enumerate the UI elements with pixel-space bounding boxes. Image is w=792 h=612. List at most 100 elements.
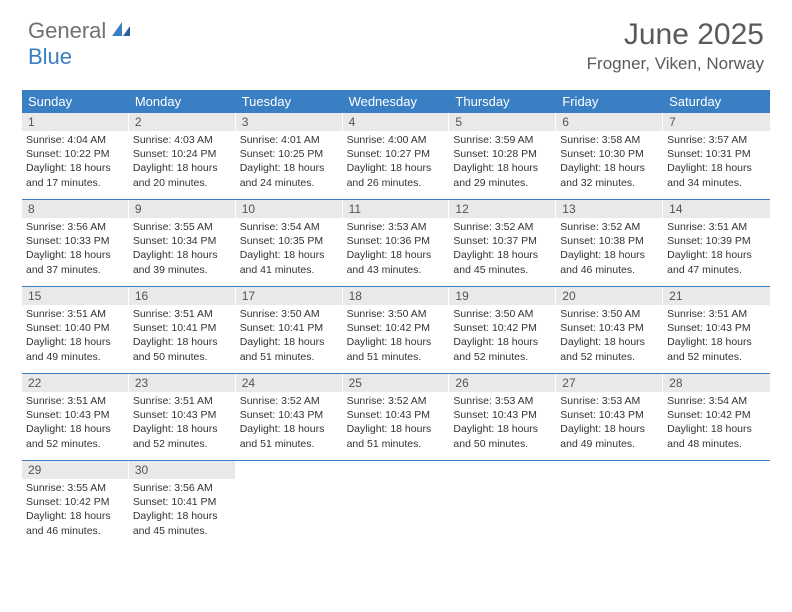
sunset-text: Sunset: 10:43 PM [560, 321, 659, 335]
empty-cell [449, 461, 556, 547]
day-number: 21 [663, 287, 770, 305]
day-body: Sunrise: 3:51 AMSunset: 10:39 PMDaylight… [663, 218, 770, 281]
daylight-text-2: and 29 minutes. [453, 176, 552, 190]
sunrise-text: Sunrise: 3:59 AM [453, 133, 552, 147]
day-number: 5 [449, 113, 556, 131]
calendar-weeks: 1Sunrise: 4:04 AMSunset: 10:22 PMDayligh… [22, 113, 770, 547]
daylight-text-1: Daylight: 18 hours [133, 161, 232, 175]
sunrise-text: Sunrise: 3:56 AM [26, 220, 125, 234]
sunrise-text: Sunrise: 3:58 AM [560, 133, 659, 147]
weekday-friday: Friday [556, 90, 663, 113]
day-number: 28 [663, 374, 770, 392]
day-cell: 29Sunrise: 3:55 AMSunset: 10:42 PMDaylig… [22, 461, 129, 547]
day-body: Sunrise: 3:52 AMSunset: 10:37 PMDaylight… [449, 218, 556, 281]
day-body: Sunrise: 3:50 AMSunset: 10:41 PMDaylight… [236, 305, 343, 368]
daylight-text-2: and 45 minutes. [453, 263, 552, 277]
daylight-text-2: and 48 minutes. [667, 437, 766, 451]
weekday-tuesday: Tuesday [236, 90, 343, 113]
sunrise-text: Sunrise: 4:04 AM [26, 133, 125, 147]
day-number: 18 [343, 287, 450, 305]
daylight-text-1: Daylight: 18 hours [667, 161, 766, 175]
daylight-text-1: Daylight: 18 hours [133, 509, 232, 523]
sunrise-text: Sunrise: 3:56 AM [133, 481, 232, 495]
calendar: Sunday Monday Tuesday Wednesday Thursday… [22, 90, 770, 547]
sunset-text: Sunset: 10:41 PM [240, 321, 339, 335]
daylight-text-1: Daylight: 18 hours [133, 248, 232, 262]
daylight-text-1: Daylight: 18 hours [560, 248, 659, 262]
sunrise-text: Sunrise: 3:57 AM [667, 133, 766, 147]
day-number: 30 [129, 461, 236, 479]
daylight-text-2: and 52 minutes. [667, 350, 766, 364]
day-cell: 5Sunrise: 3:59 AMSunset: 10:28 PMDayligh… [449, 113, 556, 199]
sunrise-text: Sunrise: 3:53 AM [560, 394, 659, 408]
sunrise-text: Sunrise: 3:54 AM [667, 394, 766, 408]
daylight-text-1: Daylight: 18 hours [133, 422, 232, 436]
day-cell: 7Sunrise: 3:57 AMSunset: 10:31 PMDayligh… [663, 113, 770, 199]
day-cell: 13Sunrise: 3:52 AMSunset: 10:38 PMDaylig… [556, 200, 663, 286]
day-cell: 8Sunrise: 3:56 AMSunset: 10:33 PMDayligh… [22, 200, 129, 286]
day-cell: 19Sunrise: 3:50 AMSunset: 10:42 PMDaylig… [449, 287, 556, 373]
sunrise-text: Sunrise: 3:51 AM [667, 220, 766, 234]
day-body: Sunrise: 3:55 AMSunset: 10:42 PMDaylight… [22, 479, 129, 542]
day-cell: 16Sunrise: 3:51 AMSunset: 10:41 PMDaylig… [129, 287, 236, 373]
sunset-text: Sunset: 10:28 PM [453, 147, 552, 161]
day-cell: 6Sunrise: 3:58 AMSunset: 10:30 PMDayligh… [556, 113, 663, 199]
day-body: Sunrise: 3:57 AMSunset: 10:31 PMDaylight… [663, 131, 770, 194]
day-cell: 4Sunrise: 4:00 AMSunset: 10:27 PMDayligh… [343, 113, 450, 199]
day-body: Sunrise: 4:04 AMSunset: 10:22 PMDaylight… [22, 131, 129, 194]
sunrise-text: Sunrise: 3:51 AM [26, 307, 125, 321]
sunrise-text: Sunrise: 3:53 AM [453, 394, 552, 408]
daylight-text-1: Daylight: 18 hours [240, 161, 339, 175]
day-number: 6 [556, 113, 663, 131]
sunrise-text: Sunrise: 3:50 AM [240, 307, 339, 321]
day-body: Sunrise: 3:51 AMSunset: 10:43 PMDaylight… [129, 392, 236, 455]
day-cell: 9Sunrise: 3:55 AMSunset: 10:34 PMDayligh… [129, 200, 236, 286]
day-body: Sunrise: 4:01 AMSunset: 10:25 PMDaylight… [236, 131, 343, 194]
day-number: 4 [343, 113, 450, 131]
day-cell: 11Sunrise: 3:53 AMSunset: 10:36 PMDaylig… [343, 200, 450, 286]
daylight-text-1: Daylight: 18 hours [240, 335, 339, 349]
sunset-text: Sunset: 10:43 PM [347, 408, 446, 422]
day-number: 1 [22, 113, 129, 131]
sunset-text: Sunset: 10:40 PM [26, 321, 125, 335]
daylight-text-1: Daylight: 18 hours [26, 161, 125, 175]
daylight-text-1: Daylight: 18 hours [347, 335, 446, 349]
week-row: 22Sunrise: 3:51 AMSunset: 10:43 PMDaylig… [22, 374, 770, 461]
sunset-text: Sunset: 10:41 PM [133, 495, 232, 509]
sunrise-text: Sunrise: 3:51 AM [133, 307, 232, 321]
sunset-text: Sunset: 10:43 PM [560, 408, 659, 422]
sunrise-text: Sunrise: 3:55 AM [133, 220, 232, 234]
day-body: Sunrise: 3:52 AMSunset: 10:43 PMDaylight… [236, 392, 343, 455]
day-body: Sunrise: 4:03 AMSunset: 10:24 PMDaylight… [129, 131, 236, 194]
daylight-text-2: and 51 minutes. [347, 437, 446, 451]
day-cell: 2Sunrise: 4:03 AMSunset: 10:24 PMDayligh… [129, 113, 236, 199]
daylight-text-1: Daylight: 18 hours [26, 248, 125, 262]
daylight-text-2: and 52 minutes. [453, 350, 552, 364]
day-cell: 14Sunrise: 3:51 AMSunset: 10:39 PMDaylig… [663, 200, 770, 286]
day-body: Sunrise: 3:59 AMSunset: 10:28 PMDaylight… [449, 131, 556, 194]
sunset-text: Sunset: 10:27 PM [347, 147, 446, 161]
day-body: Sunrise: 3:50 AMSunset: 10:43 PMDaylight… [556, 305, 663, 368]
sunrise-text: Sunrise: 3:55 AM [26, 481, 125, 495]
sunset-text: Sunset: 10:37 PM [453, 234, 552, 248]
sunrise-text: Sunrise: 3:53 AM [347, 220, 446, 234]
daylight-text-2: and 52 minutes. [26, 437, 125, 451]
weekday-wednesday: Wednesday [343, 90, 450, 113]
sunset-text: Sunset: 10:43 PM [26, 408, 125, 422]
day-number: 11 [343, 200, 450, 218]
sunset-text: Sunset: 10:36 PM [347, 234, 446, 248]
daylight-text-2: and 37 minutes. [26, 263, 125, 277]
sunrise-text: Sunrise: 4:03 AM [133, 133, 232, 147]
daylight-text-1: Daylight: 18 hours [347, 161, 446, 175]
day-number: 25 [343, 374, 450, 392]
sunset-text: Sunset: 10:30 PM [560, 147, 659, 161]
daylight-text-2: and 49 minutes. [560, 437, 659, 451]
sunset-text: Sunset: 10:25 PM [240, 147, 339, 161]
daylight-text-1: Daylight: 18 hours [26, 509, 125, 523]
day-cell: 15Sunrise: 3:51 AMSunset: 10:40 PMDaylig… [22, 287, 129, 373]
sunrise-text: Sunrise: 3:50 AM [453, 307, 552, 321]
day-number: 29 [22, 461, 129, 479]
day-number: 26 [449, 374, 556, 392]
daylight-text-1: Daylight: 18 hours [240, 248, 339, 262]
sunrise-text: Sunrise: 3:50 AM [560, 307, 659, 321]
